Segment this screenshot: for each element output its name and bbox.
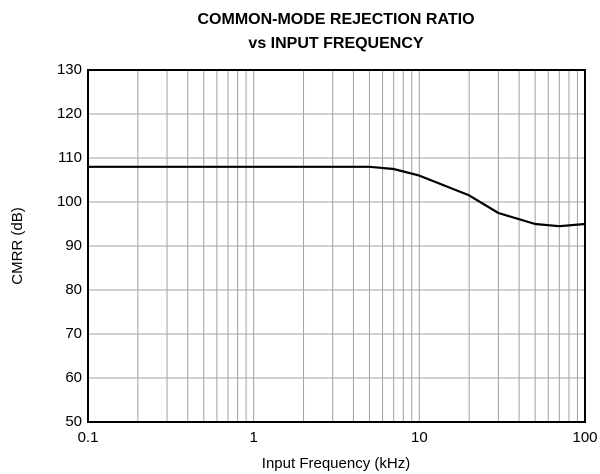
y-tick-label: 50: [65, 413, 82, 430]
x-tick-label: 0.1: [78, 429, 99, 446]
x-tick-label: 10: [411, 429, 428, 446]
x-tick-label: 100: [572, 429, 597, 446]
y-tick-label: 130: [57, 61, 82, 78]
y-tick-label: 60: [65, 369, 82, 386]
chart-title: COMMON-MODE REJECTION RATIO: [197, 11, 474, 28]
y-tick-label: 100: [57, 193, 82, 210]
y-tick-label: 110: [58, 149, 82, 166]
y-axis-label: CMRR (dB): [9, 207, 26, 285]
y-tick-label: 70: [65, 325, 82, 342]
x-tick-label: 1: [249, 429, 257, 446]
y-tick-label: 120: [57, 105, 82, 122]
plot-frame: [87, 69, 586, 423]
chart-title: vs INPUT FREQUENCY: [248, 35, 423, 52]
y-tick-label: 80: [65, 281, 82, 298]
x-axis-label: Input Frequency (kHz): [262, 455, 410, 472]
y-tick-label: 90: [65, 237, 82, 254]
data-line: [88, 165, 586, 228]
